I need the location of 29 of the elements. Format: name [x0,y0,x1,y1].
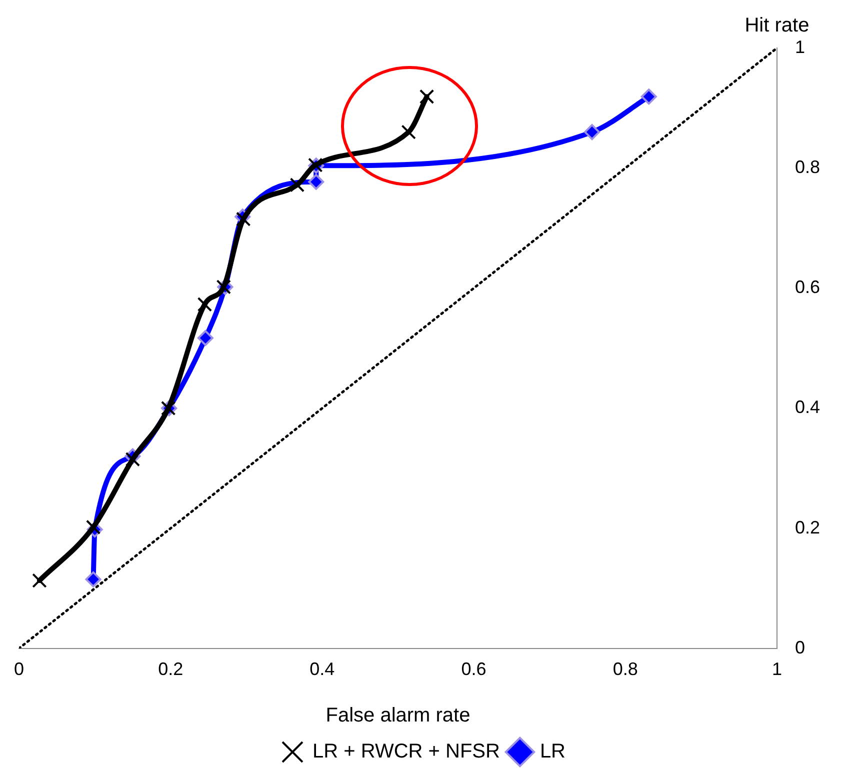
point [85,571,102,588]
point [197,297,212,312]
point [584,124,600,140]
y-tick-label: 0 [794,637,805,658]
x-axis-title: False alarm rate [326,704,470,727]
x-tick-label: 1 [772,659,782,680]
x-tick-label: 0 [14,659,24,680]
x-tick-label: 0.2 [158,659,184,680]
legend-label: LR + RWCR + NFSR [312,740,500,763]
legend-label: LR [540,740,566,763]
point [308,174,324,190]
point [236,212,251,226]
point [640,88,657,105]
y-tick-label: 0.2 [794,517,820,538]
y-tick-label: 0.6 [794,277,820,298]
point [401,124,416,140]
y-tick-label: 1 [794,36,805,57]
point [197,330,214,346]
point [125,452,140,467]
y-tick-label: 0.4 [794,397,820,418]
x-tick-label: 0.8 [612,659,638,680]
y-tick-label: 0.8 [794,157,820,178]
point [86,520,101,534]
x-tick-label: 0.4 [310,659,335,680]
point [32,573,47,588]
point [290,178,305,192]
y-axis-title: Hit rate [744,14,810,37]
x-tick-label: 0.6 [461,659,486,680]
point [419,89,434,104]
